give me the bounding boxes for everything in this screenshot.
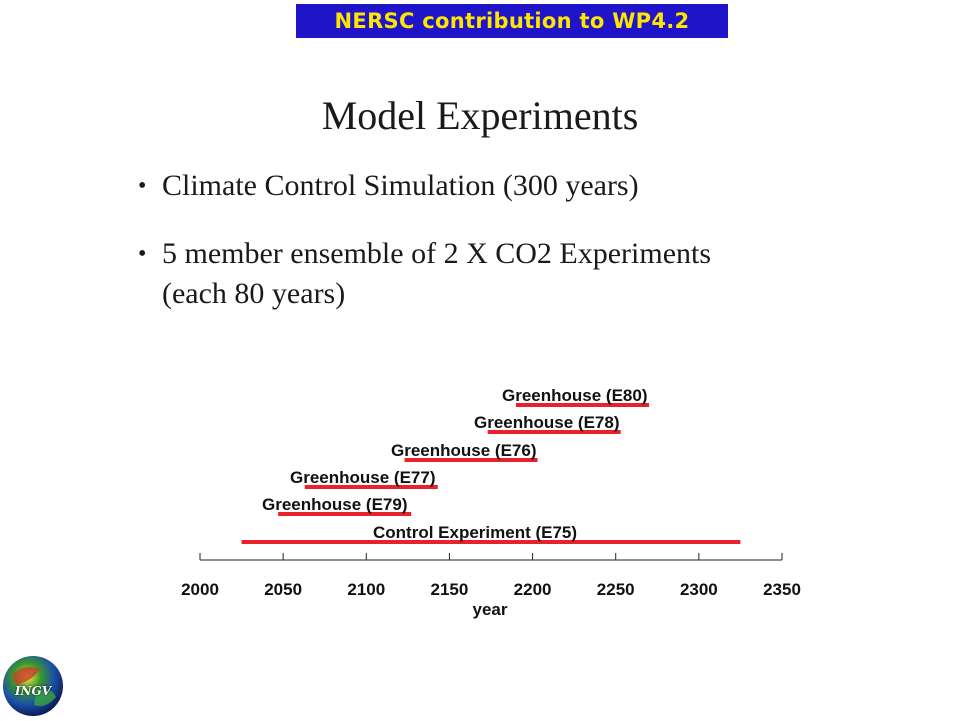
bullet-dot-icon: • [138,241,147,267]
banner-text: NERSC contribution to WP4.2 [334,9,690,33]
x-tick-label: 2100 [347,580,385,599]
x-tick-label: 2000 [181,580,219,599]
x-tick-label: 2300 [680,580,718,599]
bullet-text-continuation: (each 80 years) [162,277,346,310]
bullet-item: • Climate Control Simulation (300 years) [134,166,834,206]
x-axis-label: year [473,600,508,619]
experiment-label: Greenhouse (E77) [290,468,436,487]
bullet-text: Climate Control Simulation (300 years) [162,169,639,202]
header-banner: NERSC contribution to WP4.2 [296,4,728,38]
globe-icon [3,656,63,716]
x-tick-label: 2200 [514,580,552,599]
logo-text: INGV [14,684,52,698]
experiment-label: Greenhouse (E79) [262,495,408,514]
experiment-label: Greenhouse (E80) [502,386,648,405]
x-tick-label: 2050 [264,580,302,599]
x-tick-label: 2350 [763,580,801,599]
bullet-dot-icon: • [138,173,147,199]
experiment-label: Greenhouse (E78) [474,413,620,432]
x-tick-label: 2250 [597,580,635,599]
bullet-text: 5 member ensemble of 2 X CO2 Experiments [162,237,712,270]
experiment-label: Greenhouse (E76) [391,441,537,460]
bullet-list: • Climate Control Simulation (300 years)… [134,166,834,342]
slide-title: Model Experiments [321,93,639,138]
bullet-item: • 5 member ensemble of 2 X CO2 Experimen… [134,234,834,314]
x-tick-label: 2150 [431,580,469,599]
ingv-logo: INGV [2,655,64,717]
experiment-label: Control Experiment (E75) [373,523,577,542]
